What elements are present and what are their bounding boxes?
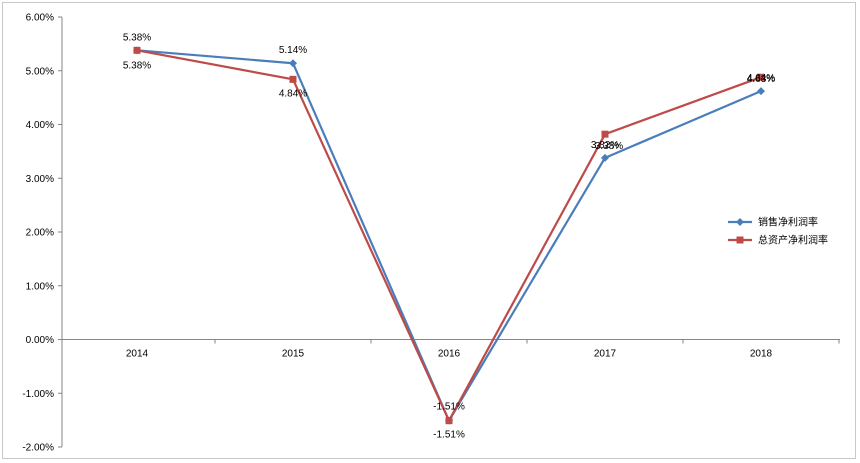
y-tick-label: -2.00%: [22, 443, 54, 454]
data-label: -1.51%: [433, 430, 465, 441]
series-line: [136, 49, 762, 422]
data-point: [757, 87, 765, 96]
data-point: [601, 130, 609, 138]
y-tick-label: 4.00%: [26, 120, 54, 131]
x-tick-group: 2014 2015 2016 2017 2018: [61, 339, 840, 360]
legend-marker: [736, 218, 744, 226]
series-line-group: [136, 49, 762, 422]
x-tick-label: 2017: [594, 349, 617, 360]
data-point: [289, 59, 297, 68]
y-tick-label: -1.00%: [22, 389, 54, 400]
data-label: 5.38%: [123, 60, 151, 71]
data-label: 3.82%: [591, 140, 619, 151]
y-tick-label: 2.00%: [26, 228, 54, 239]
data-label: -1.51%: [433, 402, 465, 413]
data-label: 3.38%: [595, 141, 623, 152]
data-point: [601, 153, 609, 162]
legend-label: 销售净利润率: [758, 216, 818, 229]
y-tick-label: 3.00%: [26, 174, 54, 185]
y-tick-label: 5.00%: [26, 66, 54, 77]
marker-group: [133, 46, 765, 425]
data-label: 5.38%: [123, 32, 151, 43]
y-tick-label: 0.00%: [26, 335, 54, 346]
data-point: [289, 75, 297, 83]
data-label: 5.14%: [279, 45, 307, 56]
x-tick-label: 2014: [126, 349, 149, 360]
y-tick-label: 6.00%: [26, 13, 54, 24]
series-line: [136, 49, 762, 422]
data-label: 4.63%: [747, 74, 775, 85]
legend-label: 总资产净利润率: [758, 234, 828, 247]
data-label: 4.64%: [747, 73, 775, 84]
y-tick-label: 1.00%: [26, 281, 54, 292]
x-tick-label: 2018: [750, 349, 773, 360]
x-tick-label: 2015: [282, 349, 305, 360]
data-point: [445, 417, 453, 425]
y-tick-group: 6.00% 5.00% 4.00% 3.00% 2.00% 1.00% 0.00% -1.00…: [22, 13, 62, 454]
data-label: 4.84%: [279, 88, 307, 99]
data-point: [757, 73, 765, 81]
data-point: [133, 46, 141, 54]
data-label-group: 5.38% 5.14% -1.51% 3.38% 4.63% 5.38% 4.84% -1.5…: [123, 32, 775, 440]
x-tick-label: 2016: [438, 349, 461, 360]
legend-marker: [736, 236, 744, 244]
